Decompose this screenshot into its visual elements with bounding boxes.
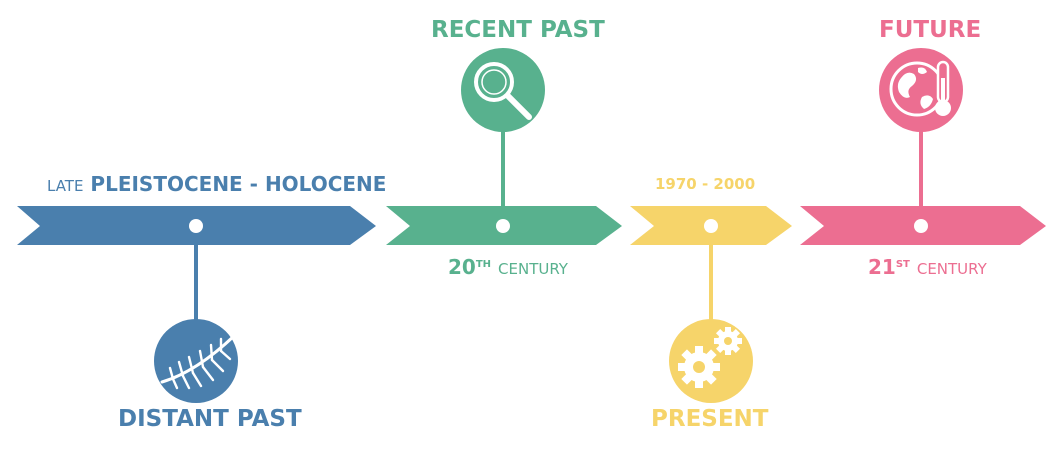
- period-prefix: LATE: [47, 177, 84, 195]
- title-distant-past: DISTANT PAST: [118, 406, 302, 432]
- period-future: 21ST CENTURY: [868, 257, 987, 277]
- period-present: 1970 - 2000: [655, 175, 756, 193]
- title-future: FUTURE: [879, 17, 982, 43]
- globe-thermometer-icon: [879, 48, 963, 132]
- century-word: CENTURY: [916, 260, 987, 278]
- dot-recent-past: [496, 219, 510, 233]
- century-suffix: ST: [895, 259, 910, 270]
- fern-leaf-icon: [154, 319, 238, 403]
- dot-distant-past: [189, 219, 203, 233]
- century-word: CENTURY: [498, 260, 568, 278]
- title-recent-past: RECENT PAST: [431, 17, 605, 43]
- dot-future: [914, 219, 928, 233]
- period-recent-past: 20TH CENTURY: [448, 257, 568, 277]
- magnifying-glass-icon: [461, 48, 545, 132]
- dot-present: [704, 219, 718, 233]
- century-number: 21: [868, 255, 896, 279]
- period-distant-past: LATE PLEISTOCENE - HOLOCENE: [47, 174, 386, 194]
- gears-icon: [669, 319, 753, 403]
- century-suffix: TH: [475, 259, 492, 270]
- title-present: PRESENT: [651, 406, 769, 432]
- century-number: 20: [448, 255, 476, 279]
- period-main: PLEISTOCENE - HOLOCENE: [90, 172, 387, 196]
